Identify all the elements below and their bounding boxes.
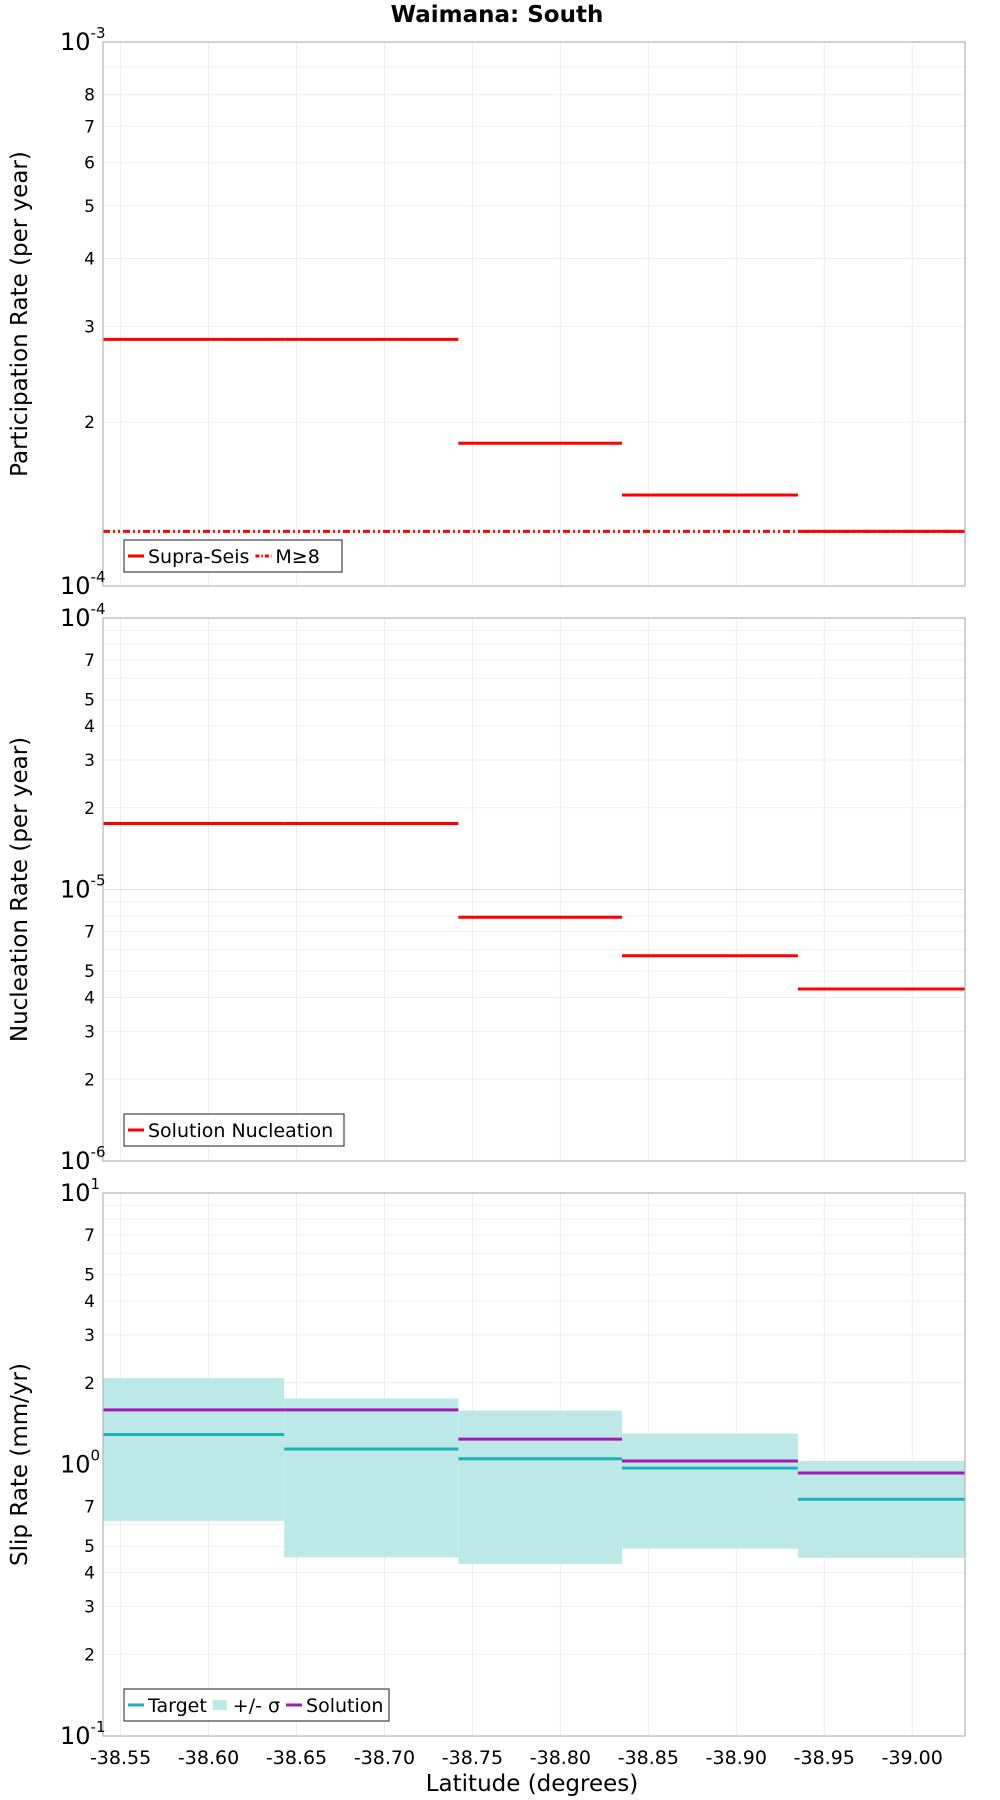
y-tick-label: 5 [84,962,95,982]
legend-box [123,1688,390,1722]
legend-label: Target [147,1695,207,1717]
plot-frame [102,1192,966,1737]
y-tick-label: 7 [84,117,95,137]
y-tick-label: 4 [84,1564,95,1584]
panel-2: 10-6 2 3 4 5 7 10-5 2 3 4 5 7 10-4 Nucleation Rate (p… [7,600,966,1175]
legend-label: +/- σ [233,1695,280,1717]
series-target [103,1432,965,1501]
y-tick-label: 2 [84,413,95,433]
plot-area [103,42,965,586]
y-tick-label: 4 [84,989,95,1009]
x-tick-label: -39.00 [882,1747,943,1769]
x-tick-label: -38.80 [530,1747,591,1769]
legend-label: Solution [306,1695,383,1717]
y-tick-label: 5 [84,691,95,711]
sigma-band-segment [284,1398,459,1558]
y-tick-label: 4 [84,249,95,269]
y-ticks: 10-1 2 3 4 5 7 100 2 3 4 5 7 101 [60,1175,106,1750]
y-tick-label: 7 [84,651,95,671]
x-ticks: -38.55 -38.60 -38.65 -38.70 -38.75 -38.80 -38.… [90,1747,943,1769]
y-tick-label: 10-1 [60,1718,106,1750]
x-axis-label: Latitude (degrees) [426,1771,639,1797]
y-tick-label: 10-3 [60,24,106,56]
x-tick-label: -38.70 [354,1747,415,1769]
legend-swatch [212,1700,227,1710]
legend: Solution Nucleation [123,1113,345,1147]
y-tick-label: 5 [84,1266,95,1286]
legend-label: M≥8 [275,546,319,568]
legend-label: Supra-Seis [148,546,249,568]
legend-box [123,539,343,573]
y-tick-label: 5 [84,1537,95,1557]
y-tick-label: 3 [84,1597,95,1617]
y-tick-label: 10-4 [60,568,106,600]
legend: Supra-Seis M≥8 [123,539,343,573]
sigma-band-segment [103,1378,285,1521]
y-axis-label: Participation Rate (per year) [7,151,33,477]
x-tick-label: -38.95 [794,1747,855,1769]
y-tick-label: 10-5 [60,872,106,904]
legend-item: M≥8 [255,546,320,568]
legend-item: Solution [286,1695,383,1717]
legend: Target +/- σ Solution [123,1688,390,1722]
y-tick-label: 7 [84,923,95,943]
y-tick-label: 3 [84,751,95,771]
y-tick-label: 4 [84,1292,95,1312]
y-tick-label: 2 [84,1645,95,1665]
y-axis-label: Nucleation Rate (per year) [7,737,33,1042]
sigma-band [103,1378,965,1565]
y-tick-label: 10-6 [60,1143,106,1175]
y-ticks: 10-6 2 3 4 5 7 10-5 2 3 4 5 7 10-4 [60,600,106,1175]
legend-box [123,1113,345,1147]
y-tick-label: 10-4 [60,600,106,632]
y-tick-label: 2 [84,1070,95,1090]
x-tick-label: -38.75 [442,1747,503,1769]
panel-3: 10-1 2 3 4 5 7 100 2 3 4 5 7 101 Slip Rate (mm/yr) Tar… [7,1175,966,1750]
y-tick-label: 4 [84,717,95,737]
legend-item: Supra-Seis [128,546,249,568]
grid [103,618,965,1162]
y-tick-label: 3 [84,1022,95,1042]
x-tick-label: -38.55 [90,1747,151,1769]
x-tick-label: -38.60 [178,1747,239,1769]
y-tick-label: 100 [60,1447,100,1479]
series-solution [103,1408,965,1475]
y-tick-label: 6 [84,154,95,174]
y-tick-label: 8 [84,86,95,106]
panel-1: 10-4 2 3 4 5 6 7 8 10-3 Participation Rate (per y… [7,24,966,1769]
legend-item: +/- σ [212,1695,280,1717]
plot-frame [102,617,966,1162]
sigma-band-segment [797,1461,965,1558]
y-tick-label: 101 [60,1175,100,1207]
sigma-band-segment [621,1433,798,1549]
y-tick-label: 2 [84,799,95,819]
y-tick-label: 7 [84,1226,95,1246]
legend-label: Solution Nucleation [148,1120,333,1142]
chart-title: Waimana: South [391,2,604,28]
sigma-band-segment [458,1410,622,1565]
plot-frame [102,41,966,587]
legend-item: Solution Nucleation [128,1120,333,1142]
y-tick-label: 7 [84,1498,95,1518]
x-tick-label: -38.90 [706,1747,767,1769]
y-tick-label: 3 [84,1326,95,1346]
y-axis-label: Slip Rate (mm/yr) [7,1363,33,1566]
y-tick-label: 3 [84,317,95,337]
y-ticks: 10-4 2 3 4 5 6 7 8 10-3 [60,24,106,600]
y-tick-label: 5 [84,197,95,217]
y-tick-label: 2 [84,1374,95,1394]
x-tick-label: -38.65 [266,1747,327,1769]
legend-item: Target [128,1695,207,1717]
series-solution-nucleation [103,822,965,991]
chart-panels: 10-4 2 3 4 5 6 7 8 10-3 Participation Rate (per y… [7,24,966,1769]
x-tick-label: -38.85 [618,1747,679,1769]
